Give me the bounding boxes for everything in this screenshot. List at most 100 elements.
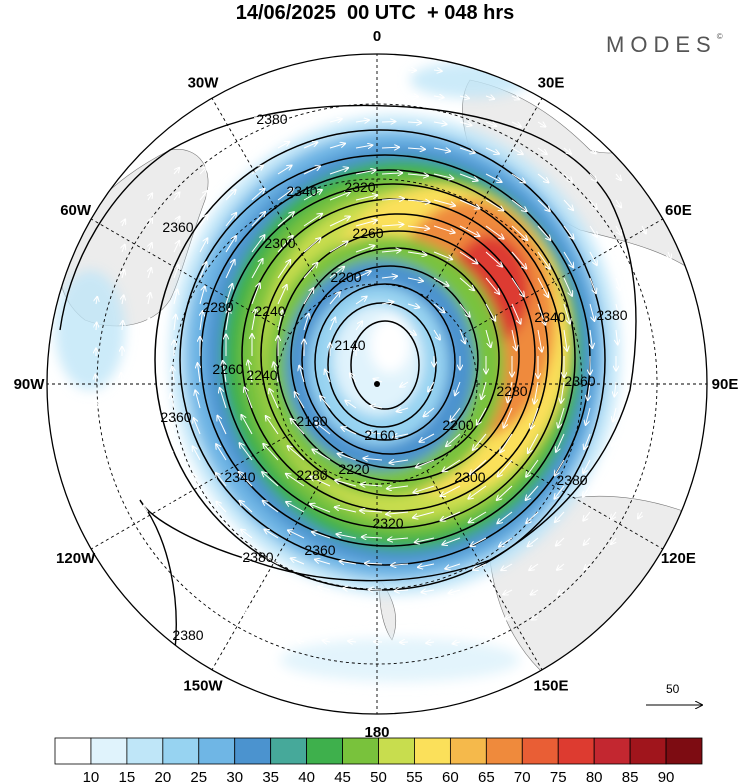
contour-label: 2200 (442, 417, 473, 433)
wind-vector-arrow (424, 616, 435, 618)
wind-vector-arrow (362, 537, 383, 538)
wind-vector-arrow (426, 642, 435, 643)
wind-vector-arrow (511, 147, 523, 154)
wind-vector-arrow (433, 96, 444, 98)
wind-vector-arrow (147, 370, 148, 383)
wind-vector-arrow (251, 92, 259, 96)
wind-vector-arrow (303, 142, 317, 149)
wind-vector-arrow (95, 401, 96, 409)
wind-vector-arrow (148, 218, 152, 227)
wind-vector-arrow (240, 501, 253, 513)
wind-vector-arrow (665, 459, 668, 467)
colorbar-tick-label: 65 (478, 769, 495, 782)
wind-vector-arrow (169, 421, 175, 435)
wind-vector-arrow (485, 122, 496, 126)
wind-vector-arrow (485, 173, 502, 182)
wind-vector-arrow (563, 277, 572, 296)
wind-vector-arrow (615, 225, 621, 235)
colorbar-tick-label: 70 (514, 769, 531, 782)
wind-vector-arrow (244, 585, 253, 590)
colorbar-swatch (557, 737, 595, 765)
wind-vector-arrow (96, 323, 97, 331)
wind-vector-arrow (433, 225, 455, 233)
meridian-line (426, 97, 543, 298)
wind-vector-arrow (341, 427, 357, 435)
wind-vector-arrow (433, 70, 442, 71)
contour-label: 2300 (264, 235, 295, 251)
colorbar-swatch (342, 737, 379, 765)
wind-vector-arrow (146, 397, 148, 409)
wind-vector-arrow (251, 235, 265, 253)
wind-vector-arrow (173, 168, 179, 175)
wind-vector-arrow (355, 321, 362, 331)
wind-vector-arrow (563, 225, 574, 239)
wind-vector-arrow (241, 530, 253, 539)
wind-vector-arrow (499, 537, 513, 547)
wind-vector-arrow (616, 303, 619, 318)
colorbar-tick-label: 10 (83, 769, 100, 782)
longitude-label: 0 (373, 28, 381, 45)
wind-vector-arrow (322, 640, 331, 642)
contour-label: 2380 (172, 627, 203, 643)
wind-vector-arrow (389, 460, 409, 463)
wind-vector-arrow (455, 381, 461, 395)
wind-vector-arrow (440, 511, 461, 521)
wind-vector-arrow (497, 485, 513, 500)
wind-vector-arrow (263, 501, 279, 513)
contour-label: 2180 (296, 413, 327, 429)
wind-vector-arrow (433, 251, 452, 259)
wind-vector-arrow (451, 616, 461, 618)
wind-vector-arrow (563, 199, 573, 210)
contour-label: 2320 (372, 515, 403, 531)
wind-vector-arrow (583, 511, 591, 521)
pole-marker (374, 381, 380, 387)
wind-vector-arrow (485, 329, 491, 347)
wind-vector-arrow (277, 165, 292, 175)
colorbar-swatch (306, 737, 343, 765)
wind-vector-arrow (528, 433, 539, 453)
wind-vector-arrow (589, 173, 596, 181)
wind-vector-arrow (200, 311, 203, 331)
wind-vector-arrow (391, 564, 409, 565)
wind-vector-arrow (195, 390, 201, 409)
wind-vector-arrow (407, 278, 423, 281)
wind-vector-arrow (407, 174, 428, 176)
wind-vector-arrow (329, 119, 342, 122)
wind-vector-arrow (505, 616, 513, 619)
wind-vector-arrow (445, 563, 461, 569)
wind-vector-arrow (262, 472, 279, 487)
colorbar-swatch (593, 737, 631, 765)
wind-vector-arrow (478, 616, 487, 619)
wind-vector-arrow (241, 415, 253, 435)
wind-vector-arrow (225, 284, 232, 305)
wind-vector-arrow (584, 433, 591, 449)
colorbar-tick-label: 45 (334, 769, 351, 782)
wind-vector-arrow (583, 459, 591, 473)
wind-vector-arrow (485, 199, 503, 210)
colorbar-swatch (270, 737, 308, 765)
wind-vector-arrow (329, 217, 350, 227)
wind-vector-arrow (329, 192, 350, 201)
wind-vector-arrow (169, 504, 175, 513)
longitude-label: 120W (56, 550, 96, 567)
wind-vector-arrow (274, 362, 279, 383)
wind-vector-arrow (329, 168, 348, 175)
wind-vector-arrow (642, 251, 646, 260)
wind-vector-arrow (303, 238, 321, 253)
meridian-line (463, 218, 664, 335)
colorbar-tick-label: 25 (190, 769, 207, 782)
wind-vector-arrow (615, 199, 621, 207)
wind-vector-arrow (316, 423, 331, 435)
wind-vector-arrow (526, 511, 539, 523)
contour-label: 2380 (596, 307, 627, 323)
wind-vector-arrow (251, 189, 264, 201)
contour-label: 2220 (338, 461, 369, 477)
contour-label: 2200 (330, 269, 361, 285)
longitude-label: 30W (188, 75, 220, 92)
wind-vector-arrow (416, 459, 435, 467)
colorbar-swatch (665, 737, 703, 765)
wind-vector-arrow (251, 117, 260, 122)
wind-vector-arrow (329, 94, 339, 96)
wind-vector-arrow (441, 485, 461, 496)
wind-vector-arrow (244, 387, 253, 409)
